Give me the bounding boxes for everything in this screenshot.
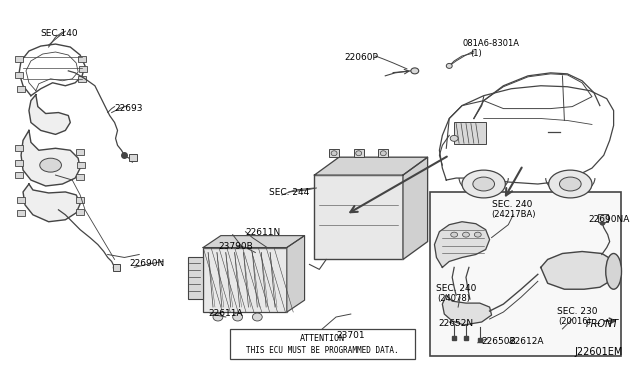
Ellipse shape [451, 232, 458, 237]
Text: 22690NA: 22690NA [588, 215, 629, 224]
Text: (24217BA): (24217BA) [492, 210, 536, 219]
Ellipse shape [213, 313, 223, 321]
Text: ATTENTION: ATTENTION [300, 334, 345, 343]
Ellipse shape [463, 232, 469, 237]
Text: J22601EM: J22601EM [574, 347, 623, 357]
Bar [78, 56, 86, 62]
Text: (20016): (20016) [559, 317, 591, 326]
Bar [76, 197, 84, 203]
Ellipse shape [233, 313, 243, 321]
Text: 22060P: 22060P [344, 53, 378, 62]
Ellipse shape [450, 135, 458, 141]
Bar [15, 56, 23, 62]
Text: (1): (1) [470, 49, 482, 58]
Text: 23701: 23701 [336, 331, 365, 340]
Ellipse shape [474, 232, 481, 237]
Bar [329, 149, 339, 157]
Bar [76, 149, 84, 155]
Bar [77, 162, 85, 168]
Bar [314, 175, 403, 259]
Text: SEC. 244: SEC. 244 [269, 188, 309, 197]
Bar [429, 192, 621, 356]
Bar [17, 86, 25, 92]
Text: FRONT: FRONT [586, 319, 620, 329]
Text: THIS ECU MUST BE PROGRAMMED DATA.: THIS ECU MUST BE PROGRAMMED DATA. [246, 346, 399, 355]
Polygon shape [203, 235, 305, 247]
Ellipse shape [605, 253, 621, 289]
Text: 22612A: 22612A [509, 337, 544, 346]
Bar [76, 174, 84, 180]
Text: SEC. 240: SEC. 240 [492, 200, 532, 209]
Text: SEC. 240: SEC. 240 [436, 284, 477, 293]
Bar [17, 197, 25, 203]
Bar [15, 72, 23, 78]
Ellipse shape [252, 313, 262, 321]
Ellipse shape [356, 151, 362, 156]
Polygon shape [21, 131, 80, 186]
Ellipse shape [559, 177, 581, 191]
Text: 22650B: 22650B [482, 337, 516, 346]
Ellipse shape [411, 68, 419, 74]
Polygon shape [435, 222, 490, 267]
Ellipse shape [446, 63, 452, 68]
Text: (24078): (24078) [437, 294, 470, 303]
Ellipse shape [380, 151, 387, 156]
Polygon shape [314, 157, 428, 175]
Bar [129, 154, 137, 161]
Text: 22611N: 22611N [246, 228, 281, 237]
Text: 23790B: 23790B [218, 241, 253, 251]
Text: 22652N: 22652N [438, 319, 474, 328]
Polygon shape [442, 295, 492, 325]
Text: 22693: 22693 [115, 104, 143, 113]
Bar [378, 149, 388, 157]
Ellipse shape [462, 170, 506, 198]
Polygon shape [29, 95, 70, 134]
Bar [230, 329, 415, 359]
Bar [15, 172, 23, 178]
Text: 22690N: 22690N [129, 259, 164, 269]
Ellipse shape [473, 177, 495, 191]
Bar [354, 149, 364, 157]
Polygon shape [287, 235, 305, 312]
Bar [15, 145, 23, 151]
Polygon shape [541, 251, 614, 289]
Polygon shape [403, 157, 428, 259]
Text: SEC. 230: SEC. 230 [557, 307, 597, 316]
Bar [113, 264, 120, 271]
Text: 22611A: 22611A [208, 309, 243, 318]
Bar [78, 76, 86, 82]
Bar [454, 122, 486, 144]
Bar [188, 257, 203, 299]
Polygon shape [23, 184, 80, 222]
Bar [15, 160, 23, 166]
Bar [76, 209, 84, 215]
Text: SEC.140: SEC.140 [41, 29, 78, 38]
Bar [203, 247, 287, 312]
Ellipse shape [548, 170, 592, 198]
Bar [17, 210, 25, 216]
Bar [79, 66, 87, 72]
Text: 081A6-8301A: 081A6-8301A [462, 39, 519, 48]
Ellipse shape [331, 151, 337, 156]
Ellipse shape [40, 158, 61, 172]
Bar [598, 214, 608, 222]
